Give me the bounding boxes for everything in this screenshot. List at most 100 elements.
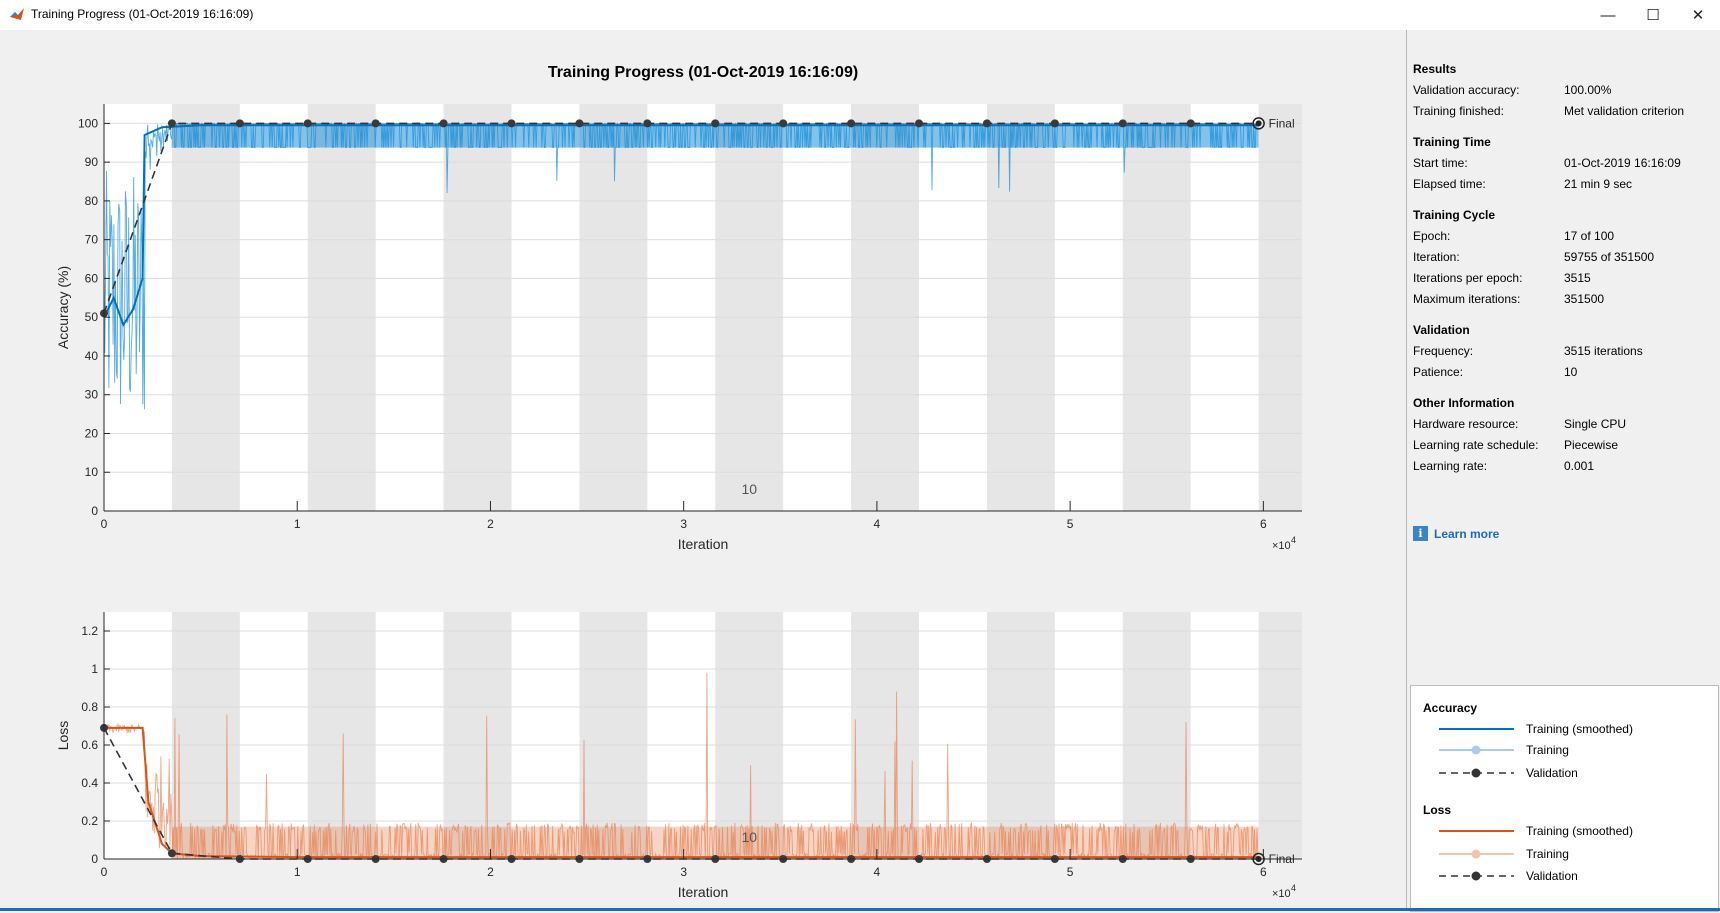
accuracy-x-exponent-base: ×10: [1272, 540, 1291, 552]
accuracy-epoch-band: [307, 104, 376, 511]
legend-loss-smoothed-swatch: [1439, 830, 1514, 832]
legend-loss-training-label: Training: [1526, 847, 1569, 861]
loss-x-tick-label: 1: [294, 865, 301, 879]
accuracy-y-tick-label: 90: [85, 155, 99, 169]
learning-rate-schedule-value: Piecewise: [1564, 438, 1619, 452]
validation-title: Validation: [1413, 323, 1470, 337]
loss-epoch-band: [986, 612, 1055, 859]
learning-rate-label: Learning rate:: [1413, 459, 1488, 473]
close-button[interactable]: ✕: [1675, 0, 1720, 30]
learn-more-label[interactable]: Learn more: [1434, 526, 1500, 541]
legend-accuracy-training-label: Training: [1526, 743, 1569, 757]
loss-y-tick-label: 0: [91, 852, 98, 866]
accuracy-validation-point: [371, 119, 380, 128]
loss-epoch-band: [443, 612, 512, 859]
accuracy-x-tick-label: 2: [487, 517, 494, 531]
accuracy-final-label: Final: [1269, 116, 1295, 130]
charts-area: Training Progress (01-Oct-2019 16:16:09)…: [0, 30, 1406, 911]
accuracy-validation-point: [643, 119, 652, 128]
training-cycle-title: Training Cycle: [1413, 208, 1496, 222]
window-title: Training Progress (01-Oct-2019 16:16:09): [31, 7, 254, 21]
accuracy-x-exponent-power: 4: [1291, 535, 1296, 545]
accuracy-y-tick-label: 70: [85, 233, 99, 247]
loss-epoch-band: [715, 612, 784, 859]
legend-box: Accuracy Training (smoothed) Training Va…: [1410, 685, 1719, 912]
accuracy-validation-point: [575, 119, 584, 128]
loss-x-exponent-base: ×10: [1272, 888, 1291, 900]
accuracy-y-tick-label: 100: [78, 116, 98, 130]
taskbar-edge: [0, 908, 1720, 911]
info-panel: Results Validation accuracy: 100.00% Tra…: [1406, 30, 1720, 912]
loss-epoch-label: 10: [741, 829, 757, 845]
patience-value: 10: [1564, 365, 1578, 379]
minimize-button[interactable]: —: [1585, 0, 1631, 30]
learn-more-link[interactable]: i Learn more: [1413, 526, 1499, 541]
accuracy-validation-line: [103, 122, 1259, 314]
loss-x-tick-label: 2: [487, 865, 494, 879]
validation-accuracy-value: 100.00%: [1564, 83, 1612, 97]
start-time-label: Start time:: [1413, 156, 1468, 170]
iteration-value: 59755 of 351500: [1564, 250, 1655, 264]
legend-accuracy-title: Accuracy: [1423, 701, 1478, 715]
maximum-iterations-label: Maximum iterations:: [1413, 292, 1521, 306]
accuracy-x-tick-label: 5: [1067, 517, 1074, 531]
loss-validation-point: [167, 849, 176, 858]
loss-epoch-band: [307, 612, 376, 859]
accuracy-y-tick-label: 80: [85, 194, 99, 208]
loss-epoch-band: [1122, 612, 1191, 859]
frequency-label: Frequency:: [1413, 344, 1474, 358]
patience-label: Patience:: [1413, 365, 1464, 379]
accuracy-validation-point: [1118, 119, 1127, 128]
learning-rate-value: 0.001: [1564, 459, 1595, 473]
accuracy-epoch-band: [1258, 104, 1302, 511]
accuracy-validation-point: [915, 119, 924, 128]
loss-x-tick-label: 4: [874, 865, 881, 879]
accuracy-final-marker: [1252, 117, 1265, 130]
hardware-resource-value: Single CPU: [1564, 417, 1627, 431]
iteration-label: Iteration:: [1413, 250, 1460, 264]
accuracy-y-tick-label: 50: [85, 310, 99, 324]
accuracy-epoch-band: [986, 104, 1055, 511]
accuracy-epoch-band: [715, 104, 784, 511]
legend-loss-validation-swatch: [1439, 871, 1514, 881]
accuracy-epoch-band: [443, 104, 512, 511]
minimize-icon: —: [1600, 6, 1616, 24]
loss-y-tick-label: 0.8: [81, 700, 98, 714]
loss-epoch-band: [1258, 612, 1302, 859]
loss-epoch-band: [579, 612, 648, 859]
elapsed-time-label: Elapsed time:: [1413, 177, 1486, 191]
accuracy-training-raw-band: [171, 123, 1259, 148]
accuracy-epoch-band: [579, 104, 648, 511]
info-icon: i: [1413, 526, 1428, 541]
maximize-button[interactable]: ☐: [1630, 0, 1676, 30]
legend-accuracy-validation-label: Validation: [1526, 766, 1578, 780]
loss-x-tick-label: 5: [1067, 865, 1074, 879]
accuracy-epoch-label: 10: [741, 481, 757, 497]
epoch-label: Epoch:: [1413, 229, 1451, 243]
loss-x-tick-label: 6: [1260, 865, 1267, 879]
loss-x-exponent-power: 4: [1291, 883, 1296, 893]
training-time-title: Training Time: [1413, 135, 1491, 149]
legend-loss-validation-label: Validation: [1526, 869, 1578, 883]
maximize-icon: ☐: [1646, 7, 1660, 24]
accuracy-y-tick-label: 60: [85, 271, 99, 285]
maximum-iterations-value: 351500: [1564, 292, 1605, 306]
loss-x-tick-label: 0: [101, 865, 108, 879]
accuracy-epoch-band: [851, 104, 920, 511]
learning-rate-schedule-label: Learning rate schedule:: [1413, 438, 1539, 452]
validation-accuracy-label: Validation accuracy:: [1413, 83, 1520, 97]
loss-x-tick-label: 3: [680, 865, 687, 879]
loss-training-raw-band: [171, 826, 1259, 859]
legend-loss-smoothed-label: Training (smoothed): [1526, 824, 1633, 838]
accuracy-validation-point: [1186, 119, 1195, 128]
loss-plot-background: [104, 612, 1302, 859]
accuracy-x-tick-label: 1: [294, 517, 301, 531]
accuracy-validation-point: [507, 119, 516, 128]
loss-y-tick-label: 0.4: [81, 776, 98, 790]
close-icon: ✕: [1691, 7, 1705, 24]
accuracy-validation-point: [235, 119, 244, 128]
accuracy-validation-point: [439, 119, 448, 128]
accuracy-y-tick-label: 20: [85, 426, 99, 440]
accuracy-y-tick-label: 10: [85, 465, 99, 479]
